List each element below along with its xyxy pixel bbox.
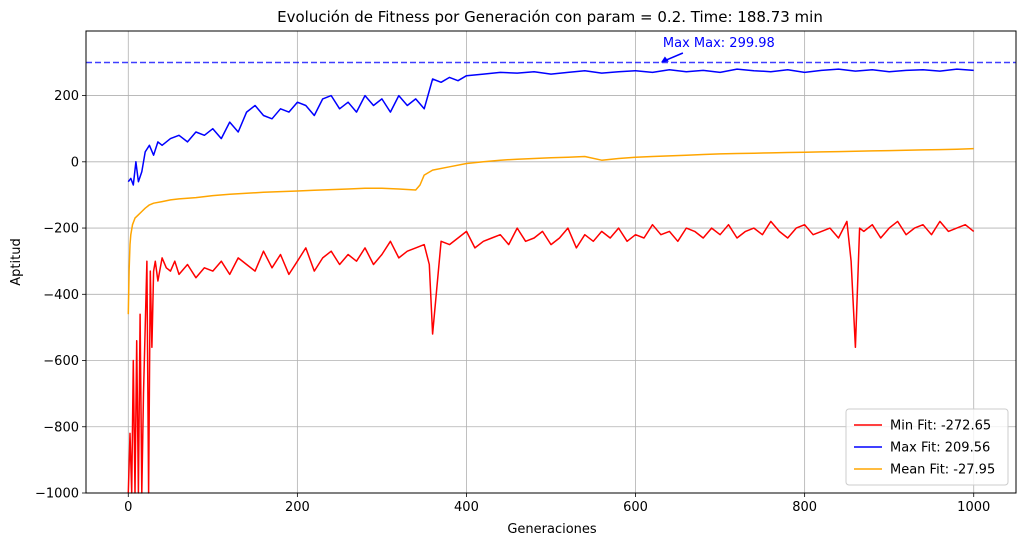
plot-frame — [85, 30, 1017, 494]
annotation-text: Max Max: 299.98 — [663, 36, 775, 51]
y-tick-label: 200 — [54, 89, 79, 104]
y-axis-label: Aptitud — [9, 238, 24, 285]
x-tick-label: 400 — [454, 500, 479, 515]
y-tick-label: −400 — [43, 288, 79, 303]
series-line-0 — [127, 220, 975, 494]
grid — [86, 31, 1016, 494]
y-tick-label: −800 — [43, 420, 79, 435]
x-tick-label: 200 — [285, 500, 310, 515]
y-tick-label: −200 — [43, 222, 79, 237]
legend-entry: Mean Fit: -27.95 — [890, 463, 995, 478]
series-line-1 — [127, 68, 974, 186]
axis-ticks: 0 200 400 600 800 1000 −1000 −800 −600 −400 −200 0 2… — [35, 89, 990, 515]
x-axis-label: Generaciones — [507, 522, 597, 537]
x-tick-label: 600 — [623, 500, 648, 515]
x-tick-label: 0 — [124, 500, 132, 515]
y-tick-label: 0 — [71, 155, 79, 170]
annotation-arrowhead — [660, 56, 669, 63]
y-tick-label: −1000 — [35, 487, 79, 502]
annotation-group: Max Max: 299.98 — [660, 36, 775, 63]
chart-title: Evolución de Fitness por Generación con … — [277, 8, 823, 26]
x-tick-label: 800 — [792, 500, 817, 515]
legend: Min Fit: -272.65 Max Fit: 209.56 Mean Fit:… — [845, 408, 1009, 486]
series-line-2 — [127, 147, 974, 315]
series-group — [127, 68, 975, 494]
legend-entry: Min Fit: -272.65 — [890, 419, 991, 434]
legend-entry: Max Fit: 209.56 — [890, 441, 990, 456]
y-tick-label: −600 — [43, 354, 79, 369]
x-tick-label: 1000 — [957, 500, 990, 515]
legend-box — [845, 408, 1009, 486]
